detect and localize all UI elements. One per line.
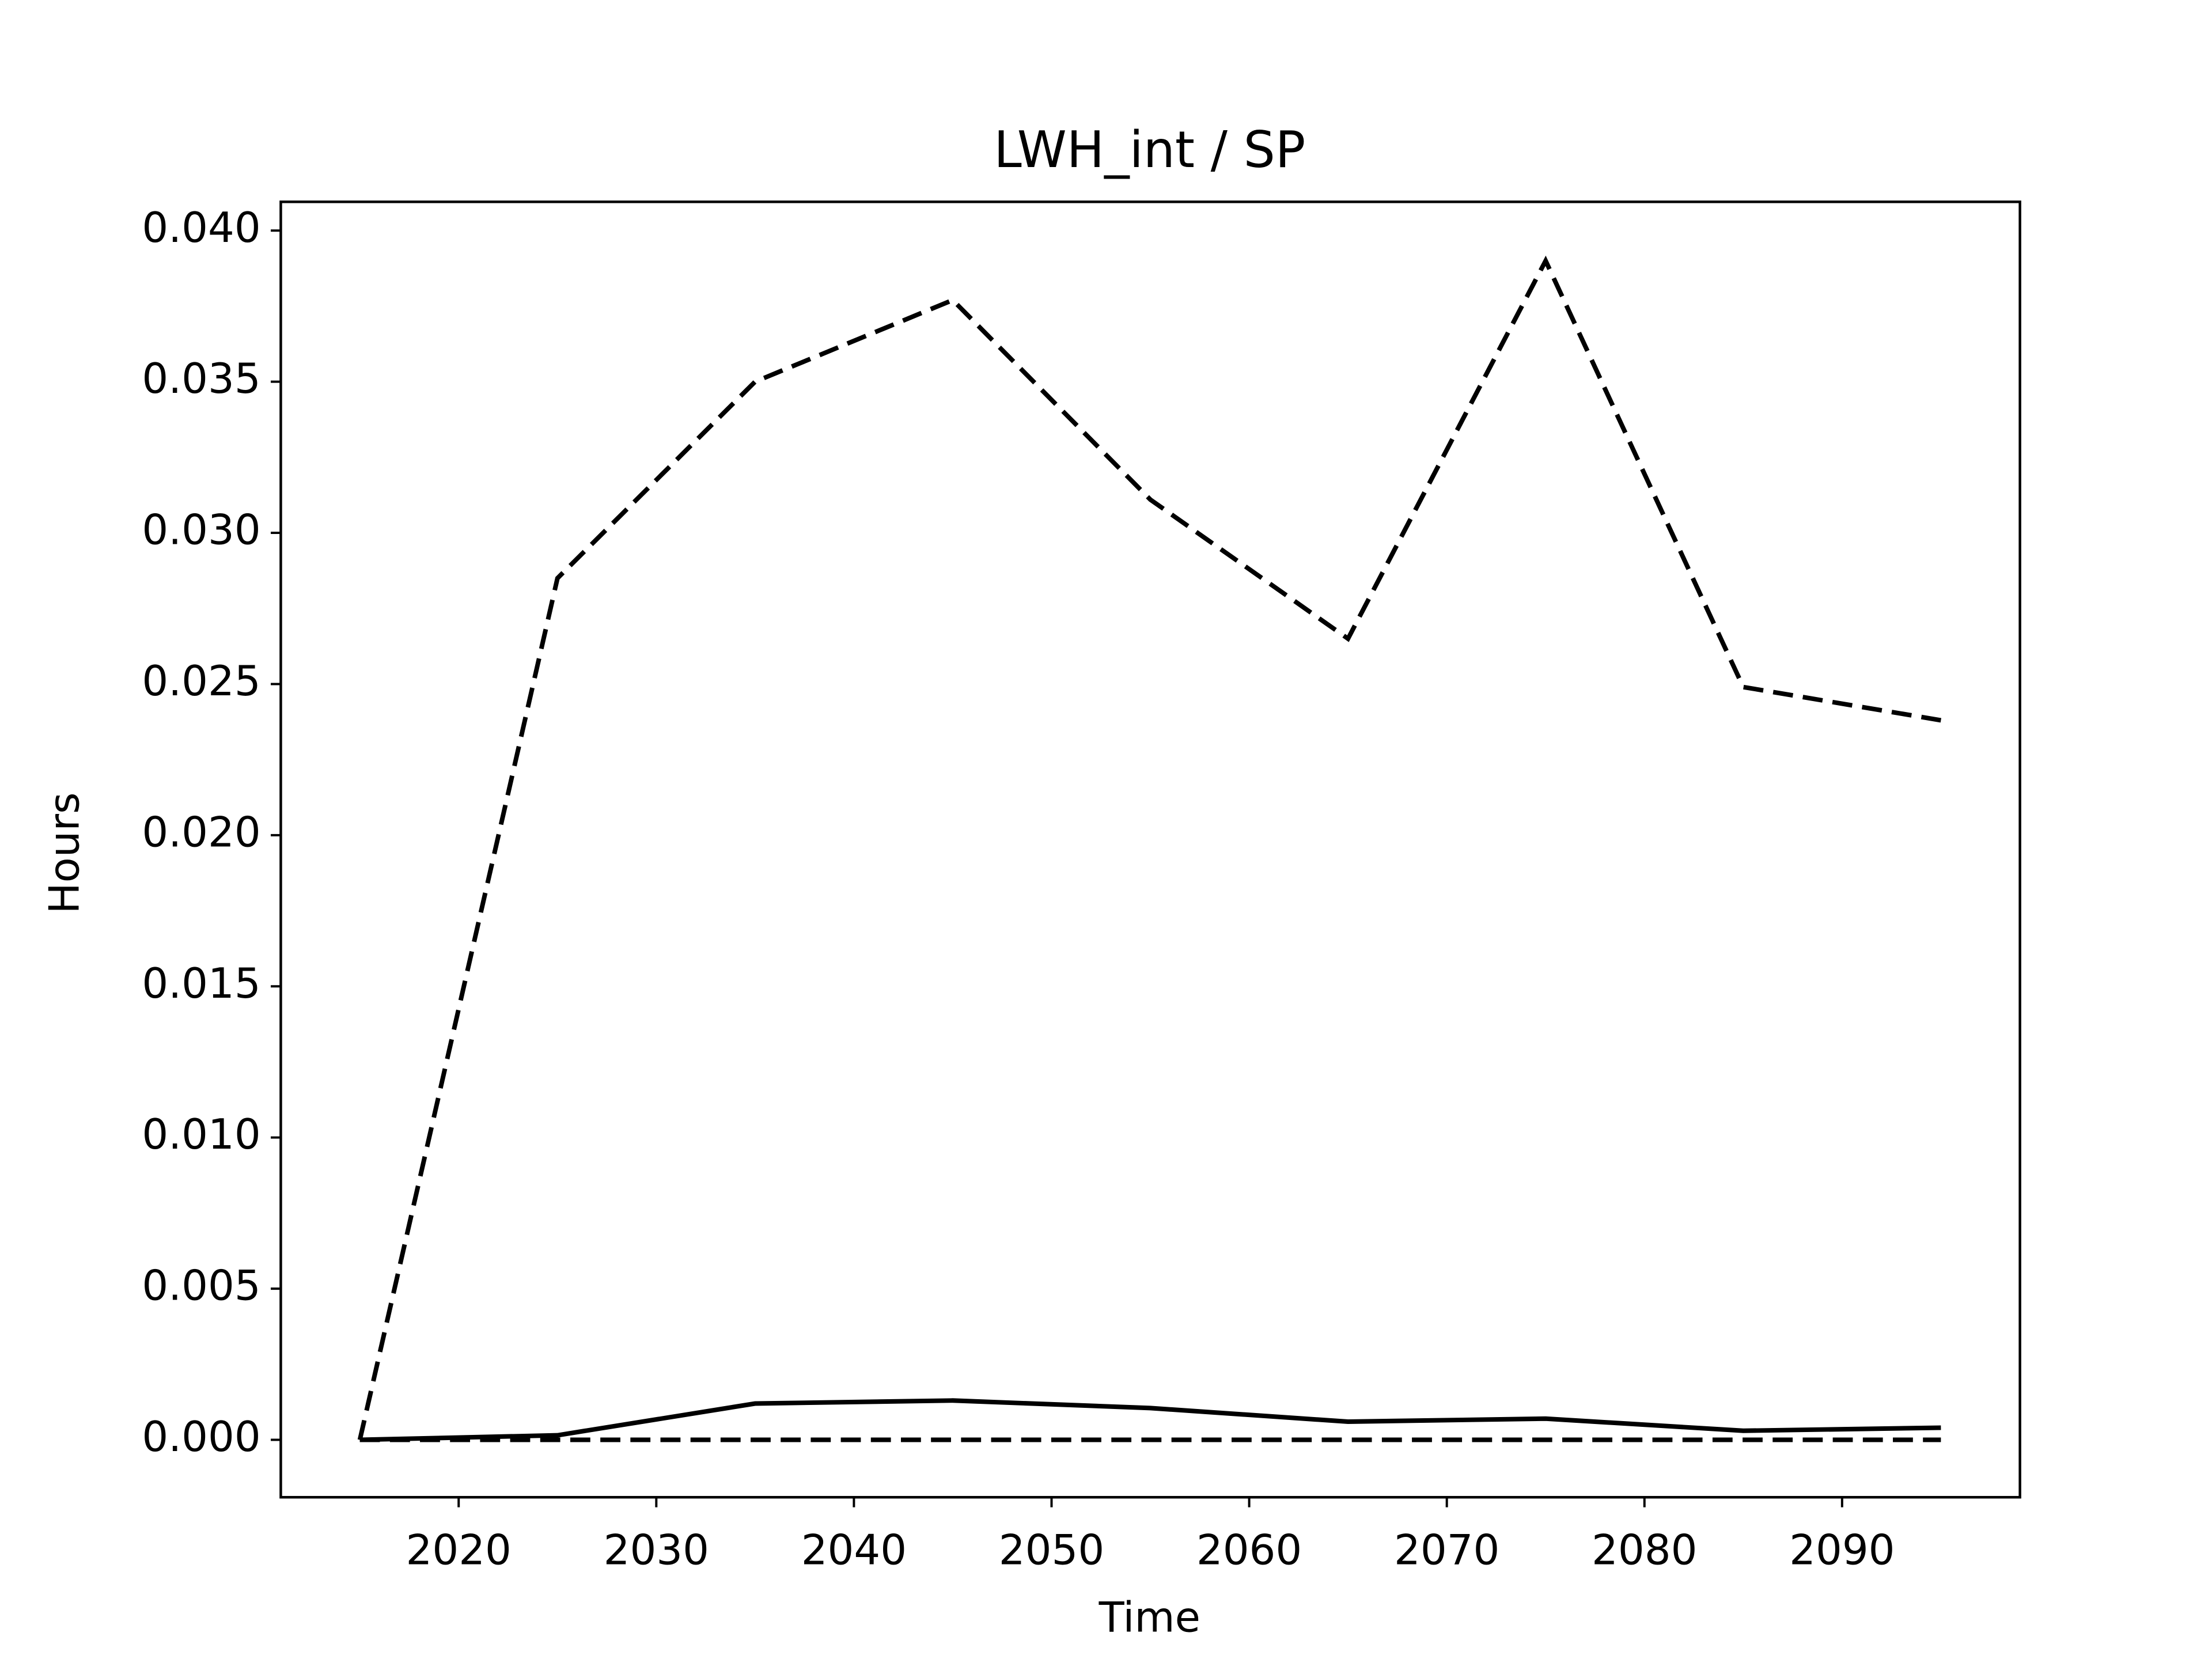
data-line <box>357 255 1942 1441</box>
y-tick-label: 0.030 <box>142 506 260 554</box>
data-line <box>359 1398 1941 1442</box>
y-tick-label: 0.040 <box>142 203 260 252</box>
y-tick-label: 0.015 <box>142 959 260 1007</box>
y-tick-label: 0.000 <box>142 1412 260 1461</box>
y-tick-label: 0.025 <box>142 657 260 705</box>
plot-frame <box>279 200 2021 1499</box>
x-tick-label: 2060 <box>1196 1526 1302 1574</box>
x-tick-label: 2080 <box>1592 1526 1697 1574</box>
x-tick-label: 2050 <box>999 1526 1104 1574</box>
x-tick-label: 2090 <box>1789 1526 1895 1574</box>
y-tick-label: 0.005 <box>142 1262 260 1310</box>
x-axis-label: Time <box>1099 1593 1200 1641</box>
x-tick-label: 2070 <box>1394 1526 1499 1574</box>
x-tick-label: 2020 <box>406 1526 512 1574</box>
chart-title: LWH_int / SP <box>994 120 1305 179</box>
y-tick-label: 0.020 <box>142 808 260 856</box>
y-tick-label: 0.010 <box>142 1110 260 1158</box>
x-tick-label: 2030 <box>604 1526 709 1574</box>
x-tick-label: 2040 <box>801 1526 907 1574</box>
y-tick-label: 0.035 <box>142 354 260 403</box>
y-axis-label: Hours <box>40 792 89 914</box>
